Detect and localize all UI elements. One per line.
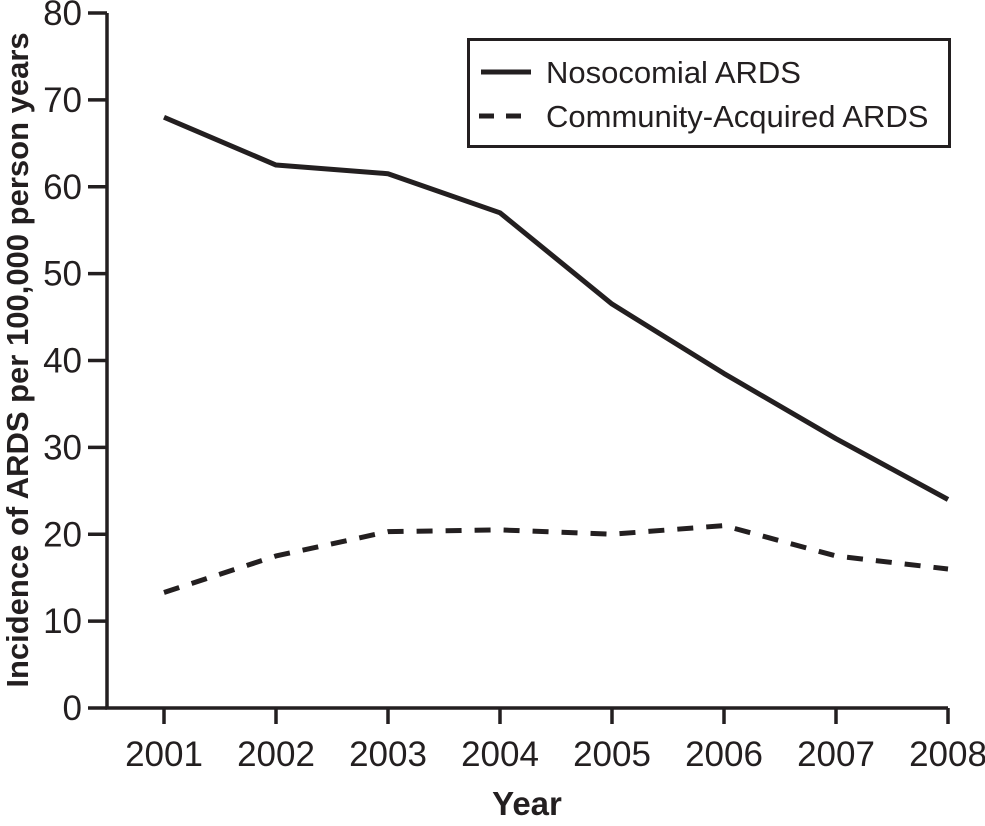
- y-tick-label: 0: [63, 689, 82, 728]
- y-tick-label: 70: [43, 81, 82, 120]
- series-line-community-acquired-ards: [163, 523, 949, 595]
- y-tick-label: 10: [43, 602, 82, 641]
- legend-label-nosocomial: Nosocomial ARDS: [546, 55, 801, 90]
- series-lines: [163, 114, 950, 595]
- y-tick-label: 20: [43, 515, 82, 554]
- legend-box: [467, 38, 951, 148]
- x-tick-label: 2004: [461, 735, 539, 774]
- y-axis-title: Incidence of ARDS per 100,000 person yea…: [0, 32, 35, 687]
- y-tick-label: 80: [43, 0, 82, 33]
- x-tick-label: 2003: [349, 735, 427, 774]
- y-tick-label: 60: [43, 168, 82, 207]
- y-tick-label: 50: [43, 255, 82, 294]
- y-tick-label: 30: [43, 428, 82, 467]
- x-tick-label: 2005: [573, 735, 651, 774]
- x-tick-label: 2002: [237, 735, 315, 774]
- legend: Nosocomial ARDS Community-Acquired ARDS: [467, 38, 951, 148]
- y-axis: 0 10 20 30 40 50 60 70 80: [43, 0, 109, 728]
- x-axis-title: Year: [492, 785, 562, 821]
- x-axis: 2001 2002 2003 2004 2005 2006 2007 2008: [105, 706, 985, 774]
- series-line-nosocomial-ards: [163, 114, 950, 502]
- x-tick-label: 2001: [125, 735, 203, 774]
- y-tick-label: 40: [43, 342, 82, 381]
- legend-label-community: Community-Acquired ARDS: [546, 99, 928, 134]
- x-tick-label: 2006: [685, 735, 763, 774]
- x-tick-label: 2007: [797, 735, 875, 774]
- x-tick-label: 2008: [909, 735, 985, 774]
